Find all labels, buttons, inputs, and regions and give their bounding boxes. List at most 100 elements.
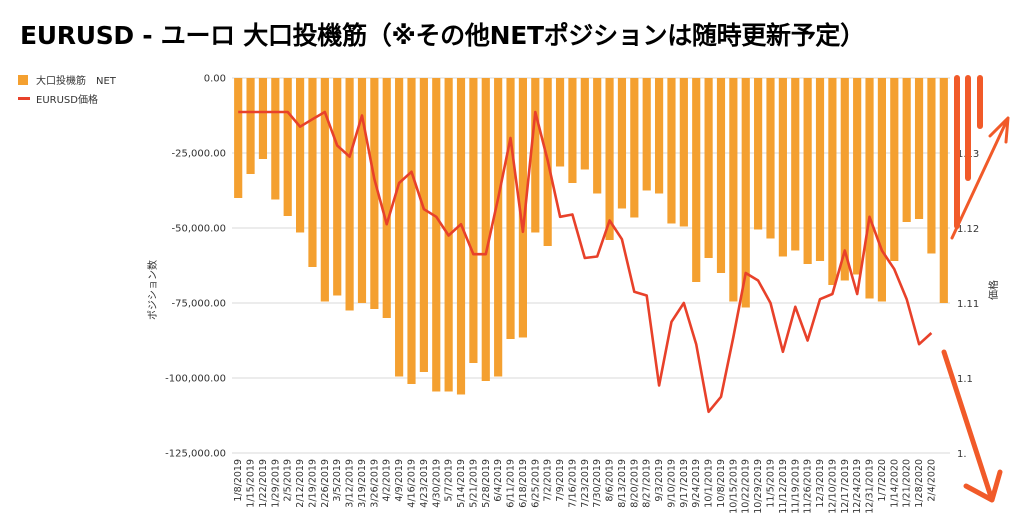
- x-tick-label: 5/7/2019: [444, 459, 455, 502]
- bar: [667, 78, 676, 224]
- x-tick-label: 9/3/2019: [654, 459, 665, 502]
- bar: [320, 78, 329, 302]
- legend-item-net: 大口投機筋 NET: [18, 70, 116, 89]
- y-tick-label: -100,000.00: [165, 374, 226, 385]
- x-tick-label: 3/19/2019: [357, 459, 368, 508]
- x-tick-label: 4/2/2019: [382, 459, 393, 502]
- bar: [258, 78, 268, 159]
- x-tick-label: 10/22/2019: [741, 459, 752, 514]
- bar: [395, 78, 404, 377]
- bar: [456, 78, 466, 395]
- y2-tick-label: 1.1: [957, 374, 973, 385]
- bar: [494, 78, 503, 377]
- x-tick-label: 8/20/2019: [629, 459, 640, 508]
- bar: [815, 78, 825, 261]
- x-tick-label: 6/4/2019: [493, 459, 504, 502]
- bar: [617, 78, 627, 209]
- x-tick-label: 5/28/2019: [481, 459, 492, 508]
- x-tick-label: 10/8/2019: [716, 459, 727, 508]
- up-arrow-annotation: [950, 116, 1010, 240]
- bar: [877, 78, 886, 302]
- bar: [432, 78, 441, 392]
- bar: [370, 78, 379, 309]
- bar: [407, 78, 416, 384]
- x-tick-label: 11/12/2019: [778, 459, 789, 514]
- x-tick-label: 11/26/2019: [803, 459, 814, 514]
- y-tick-label: -25,000.00: [171, 149, 226, 160]
- annotations: [941, 75, 1010, 503]
- bar: [518, 78, 527, 338]
- legend-swatch-line: [18, 97, 30, 100]
- x-tick-label: 1/7/2020: [877, 459, 888, 502]
- x-tick-label: 3/12/2019: [345, 459, 356, 508]
- bar: [741, 78, 750, 308]
- x-tick-label: 2/5/2019: [283, 459, 294, 502]
- x-tick-label: 2/19/2019: [307, 459, 318, 508]
- y2-axis-ticks: 1.131.121.111.11.: [957, 149, 979, 460]
- bar: [716, 78, 726, 273]
- bar: [865, 78, 874, 299]
- legend-label-price: EURUSD価格: [36, 95, 98, 106]
- bar: [283, 78, 292, 216]
- x-tick-label: 7/23/2019: [580, 459, 591, 508]
- x-tick-label: 11/5/2019: [766, 459, 777, 508]
- y2-tick-label: 1.11: [957, 299, 979, 310]
- x-tick-label: 1/14/2020: [889, 459, 900, 508]
- price-line: [238, 110, 933, 414]
- x-tick-label: 6/25/2019: [530, 459, 541, 508]
- x-tick-label: 12/24/2019: [852, 459, 863, 514]
- bar: [481, 78, 490, 381]
- x-tick-label: 9/17/2019: [679, 459, 690, 508]
- bar: [902, 78, 911, 222]
- bar: [333, 78, 342, 296]
- x-tick-label: 4/23/2019: [419, 459, 430, 508]
- y-tick-label: -75,000.00: [171, 299, 226, 310]
- x-tick-label: 1/28/2020: [914, 459, 925, 508]
- bar: [692, 78, 701, 282]
- bar: [655, 78, 664, 194]
- x-tick-label: 1/22/2019: [258, 459, 269, 508]
- x-tick-label: 7/9/2019: [555, 459, 566, 502]
- bar: [605, 78, 614, 240]
- x-tick-label: 5/21/2019: [468, 459, 479, 508]
- bar-series: [234, 78, 948, 395]
- y2-axis-label: 価格: [987, 280, 1000, 300]
- line-series: [238, 110, 933, 414]
- bar: [927, 78, 936, 254]
- bar: [308, 78, 317, 267]
- x-tick-label: 8/6/2019: [605, 459, 616, 502]
- bar: [271, 78, 280, 200]
- down-arrow-annotation: [941, 349, 1003, 503]
- x-tick-label: 2/26/2019: [320, 459, 331, 508]
- bar: [778, 78, 787, 257]
- chart-title: EURUSD - ユーロ 大口投機筋（※その他NETポジションは随時更新予定）: [20, 21, 865, 50]
- y-tick-label: -50,000.00: [171, 224, 226, 235]
- x-tick-label: 2/4/2020: [926, 459, 937, 502]
- bar: [766, 78, 775, 239]
- x-tick-label: 6/11/2019: [506, 459, 517, 508]
- y-axis-ticks: 0.00 -25,000.00 -50,000.00 -75,000.00 -100,0…: [165, 74, 226, 460]
- bar: [531, 78, 540, 233]
- bar: [580, 78, 589, 170]
- bar: [754, 78, 763, 230]
- bar: [890, 78, 899, 261]
- legend-swatch-bar: [18, 74, 28, 85]
- y-tick-label: 0.00: [204, 74, 226, 85]
- y-axis-label: ポジション数: [146, 260, 159, 320]
- bar: [593, 78, 602, 194]
- x-tick-label: 1/8/2019: [233, 459, 244, 502]
- bar: [630, 78, 639, 218]
- x-tick-label: 12/17/2019: [840, 459, 851, 514]
- bar: [853, 78, 862, 275]
- bar: [939, 78, 948, 303]
- x-tick-label: 1/21/2020: [902, 459, 913, 508]
- x-tick-label: 1/29/2019: [270, 459, 281, 508]
- x-tick-label: 8/13/2019: [617, 459, 628, 508]
- legend-label-net: 大口投機筋 NET: [36, 76, 116, 87]
- x-tick-label: 2/12/2019: [295, 459, 306, 508]
- bar: [469, 78, 478, 363]
- bar: [791, 78, 800, 251]
- x-tick-label: 5/14/2019: [456, 459, 467, 508]
- x-tick-label: 10/1/2019: [704, 459, 715, 508]
